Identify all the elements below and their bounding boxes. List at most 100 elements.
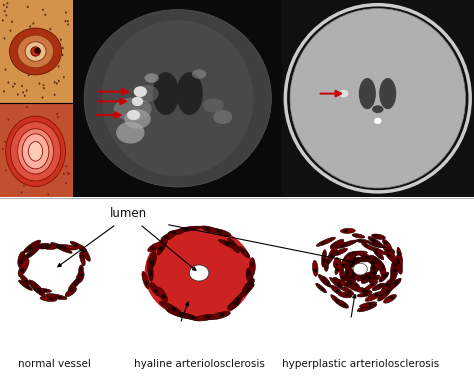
Ellipse shape bbox=[28, 142, 43, 161]
Ellipse shape bbox=[343, 261, 346, 264]
Ellipse shape bbox=[386, 282, 390, 287]
Ellipse shape bbox=[54, 81, 55, 83]
Ellipse shape bbox=[321, 288, 324, 291]
Ellipse shape bbox=[219, 239, 242, 250]
Ellipse shape bbox=[374, 248, 378, 251]
Ellipse shape bbox=[51, 243, 72, 253]
Ellipse shape bbox=[236, 284, 254, 301]
Ellipse shape bbox=[51, 37, 53, 39]
Ellipse shape bbox=[150, 261, 154, 264]
Ellipse shape bbox=[48, 57, 50, 59]
Ellipse shape bbox=[340, 269, 346, 282]
Ellipse shape bbox=[383, 246, 395, 254]
Ellipse shape bbox=[55, 245, 61, 248]
Ellipse shape bbox=[342, 254, 349, 267]
Ellipse shape bbox=[8, 82, 9, 84]
Text: hyaline arteriolosclerosis: hyaline arteriolosclerosis bbox=[134, 358, 264, 369]
Ellipse shape bbox=[373, 259, 377, 262]
Ellipse shape bbox=[386, 248, 389, 250]
Ellipse shape bbox=[65, 182, 67, 184]
Ellipse shape bbox=[347, 252, 357, 260]
Ellipse shape bbox=[54, 94, 55, 96]
Ellipse shape bbox=[352, 234, 365, 238]
Ellipse shape bbox=[27, 246, 32, 250]
Ellipse shape bbox=[20, 275, 29, 285]
Ellipse shape bbox=[68, 172, 70, 175]
Ellipse shape bbox=[347, 260, 361, 268]
Ellipse shape bbox=[344, 264, 359, 280]
Ellipse shape bbox=[224, 242, 229, 245]
Ellipse shape bbox=[379, 272, 389, 282]
Ellipse shape bbox=[322, 259, 325, 263]
Ellipse shape bbox=[172, 231, 176, 234]
Ellipse shape bbox=[4, 141, 6, 143]
Ellipse shape bbox=[354, 284, 357, 286]
Ellipse shape bbox=[36, 288, 42, 293]
Ellipse shape bbox=[127, 110, 140, 120]
Ellipse shape bbox=[147, 259, 153, 281]
Ellipse shape bbox=[324, 280, 328, 284]
Ellipse shape bbox=[336, 252, 340, 254]
Ellipse shape bbox=[18, 280, 32, 291]
Ellipse shape bbox=[348, 280, 360, 287]
Ellipse shape bbox=[179, 313, 185, 317]
Ellipse shape bbox=[17, 93, 19, 96]
Ellipse shape bbox=[142, 271, 149, 289]
Ellipse shape bbox=[314, 269, 317, 273]
Ellipse shape bbox=[80, 252, 85, 266]
Ellipse shape bbox=[18, 128, 19, 131]
Ellipse shape bbox=[68, 279, 80, 290]
Ellipse shape bbox=[372, 105, 383, 113]
Ellipse shape bbox=[116, 122, 145, 144]
Ellipse shape bbox=[334, 263, 338, 266]
Ellipse shape bbox=[367, 305, 373, 308]
Ellipse shape bbox=[57, 116, 59, 119]
Ellipse shape bbox=[9, 30, 11, 32]
Ellipse shape bbox=[134, 86, 147, 97]
Ellipse shape bbox=[42, 96, 44, 99]
Ellipse shape bbox=[57, 296, 62, 299]
Ellipse shape bbox=[333, 277, 343, 285]
Ellipse shape bbox=[4, 68, 6, 71]
Ellipse shape bbox=[166, 309, 190, 318]
Ellipse shape bbox=[371, 239, 376, 242]
Ellipse shape bbox=[372, 243, 376, 246]
Ellipse shape bbox=[45, 146, 46, 148]
Ellipse shape bbox=[333, 243, 337, 246]
Ellipse shape bbox=[27, 137, 28, 139]
Ellipse shape bbox=[312, 261, 318, 276]
Ellipse shape bbox=[352, 252, 357, 255]
Ellipse shape bbox=[381, 267, 384, 270]
Ellipse shape bbox=[23, 49, 25, 51]
Ellipse shape bbox=[65, 165, 67, 167]
Ellipse shape bbox=[164, 236, 168, 239]
Ellipse shape bbox=[397, 247, 402, 266]
Ellipse shape bbox=[246, 268, 253, 282]
Ellipse shape bbox=[49, 28, 51, 30]
Ellipse shape bbox=[24, 240, 41, 253]
Ellipse shape bbox=[373, 249, 384, 260]
Ellipse shape bbox=[372, 272, 375, 276]
Ellipse shape bbox=[36, 130, 38, 133]
Ellipse shape bbox=[375, 252, 379, 254]
Ellipse shape bbox=[361, 274, 374, 284]
Ellipse shape bbox=[71, 289, 74, 292]
Ellipse shape bbox=[168, 230, 184, 235]
Ellipse shape bbox=[48, 160, 50, 162]
Ellipse shape bbox=[82, 249, 86, 253]
Ellipse shape bbox=[359, 78, 376, 109]
Ellipse shape bbox=[355, 234, 358, 237]
Ellipse shape bbox=[159, 246, 163, 251]
Ellipse shape bbox=[219, 313, 225, 317]
Ellipse shape bbox=[393, 269, 397, 274]
Ellipse shape bbox=[19, 35, 21, 37]
Ellipse shape bbox=[43, 87, 45, 89]
Ellipse shape bbox=[371, 234, 385, 239]
Ellipse shape bbox=[45, 245, 48, 248]
Ellipse shape bbox=[177, 226, 201, 232]
Ellipse shape bbox=[345, 261, 351, 280]
Ellipse shape bbox=[79, 265, 83, 276]
Ellipse shape bbox=[345, 294, 349, 297]
Ellipse shape bbox=[63, 76, 65, 78]
Ellipse shape bbox=[56, 245, 78, 250]
